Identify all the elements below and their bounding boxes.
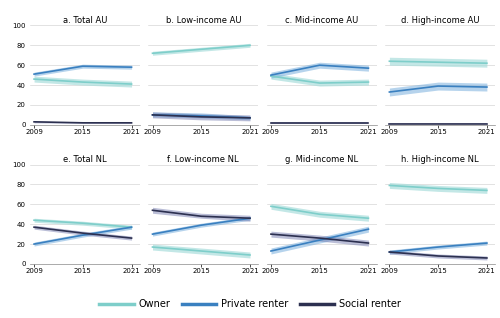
Title: b. Low-income AU: b. Low-income AU (166, 16, 241, 25)
Title: h. High-income NL: h. High-income NL (402, 155, 479, 164)
Legend: Owner, Private renter, Social renter: Owner, Private renter, Social renter (96, 295, 405, 313)
Title: d. High-income AU: d. High-income AU (401, 16, 479, 25)
Title: f. Low-income NL: f. Low-income NL (168, 155, 239, 164)
Title: g. Mid-income NL: g. Mid-income NL (285, 155, 358, 164)
Title: e. Total NL: e. Total NL (63, 155, 106, 164)
Title: a. Total AU: a. Total AU (62, 16, 107, 25)
Title: c. Mid-income AU: c. Mid-income AU (285, 16, 358, 25)
